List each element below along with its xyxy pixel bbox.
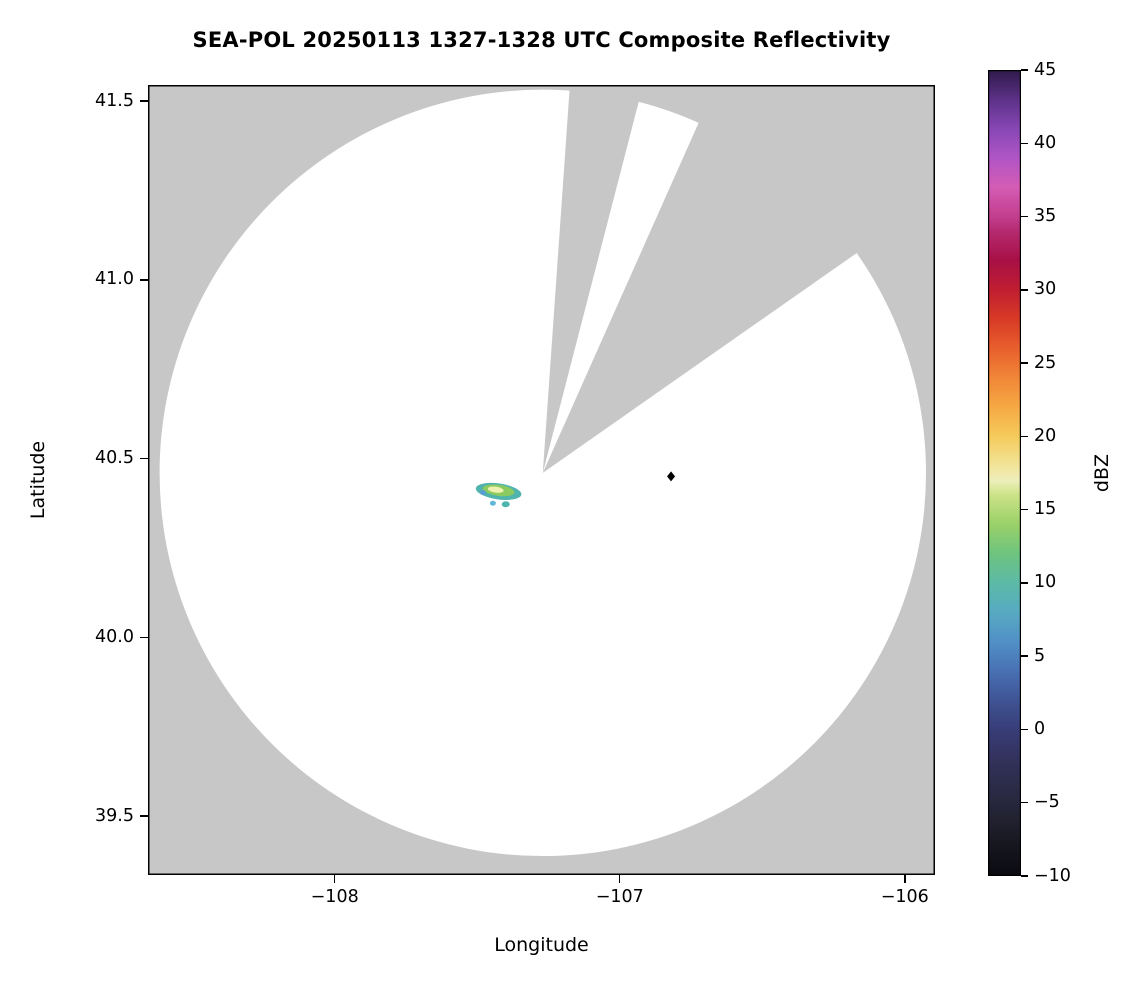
reflectivity-echo bbox=[479, 490, 486, 496]
x-tick-mark bbox=[618, 875, 621, 883]
y-tick-label: 40.0 bbox=[95, 626, 134, 647]
colorbar-tick-mark bbox=[1021, 289, 1028, 291]
colorbar-tick-mark bbox=[1021, 728, 1028, 731]
colorbar-tick-label: −10 bbox=[1034, 865, 1071, 886]
x-tick-label: −108 bbox=[310, 887, 359, 907]
colorbar-tick-label: 0 bbox=[1034, 718, 1046, 739]
colorbar-frame bbox=[988, 70, 1021, 876]
y-tick-mark bbox=[140, 636, 148, 639]
colorbar-tick-label: 25 bbox=[1034, 352, 1057, 373]
colorbar-tick-label: 30 bbox=[1034, 279, 1057, 300]
colorbar-tick-label: 15 bbox=[1034, 499, 1057, 520]
site-marker bbox=[667, 471, 676, 482]
x-tick-mark bbox=[333, 875, 336, 883]
y-tick-mark bbox=[140, 457, 148, 460]
y-tick-mark bbox=[140, 100, 148, 102]
x-tick-label: −106 bbox=[880, 887, 929, 907]
x-tick-label: −107 bbox=[595, 887, 644, 907]
colorbar-tick-label: 20 bbox=[1034, 425, 1057, 446]
x-axis-label: Longitude bbox=[494, 934, 589, 956]
y-tick-label: 41.0 bbox=[95, 269, 134, 290]
y-tick-label: 41.5 bbox=[95, 90, 134, 111]
blocked-sector bbox=[542, 85, 644, 473]
colorbar-tick-label: 10 bbox=[1034, 572, 1057, 593]
y-tick-label: 39.5 bbox=[95, 805, 134, 826]
colorbar-tick-mark bbox=[1021, 435, 1028, 438]
colorbar-tick-label: 40 bbox=[1034, 132, 1057, 153]
colorbar-label: dBZ bbox=[1091, 453, 1113, 493]
colorbar-tick-mark bbox=[1021, 142, 1028, 145]
colorbar-tick-label: 35 bbox=[1034, 206, 1057, 227]
colorbar-gradient bbox=[988, 70, 1021, 876]
colorbar-tick-mark bbox=[1021, 215, 1028, 218]
y-tick-label: 40.5 bbox=[95, 448, 134, 469]
colorbar-tick-mark bbox=[1021, 508, 1028, 511]
y-tick-mark bbox=[140, 279, 148, 281]
blocked-sector bbox=[542, 85, 935, 473]
colorbar-tick-mark bbox=[1021, 655, 1028, 657]
colorbar-tick-mark bbox=[1021, 875, 1028, 877]
reflectivity-echo bbox=[516, 492, 522, 497]
colorbar-tick-label: 5 bbox=[1034, 645, 1046, 666]
colorbar-tick-mark bbox=[1021, 801, 1028, 804]
chart-title: SEA-POL 20250113 1327-1328 UTC Composite… bbox=[192, 28, 891, 52]
y-axis-label: Latitude bbox=[27, 440, 49, 520]
reflectivity-echo bbox=[489, 500, 496, 506]
colorbar-tick-mark bbox=[1021, 69, 1028, 71]
colorbar-tick-mark bbox=[1021, 362, 1028, 364]
reflectivity-echo bbox=[501, 501, 510, 508]
colorbar-tick-mark bbox=[1021, 582, 1028, 584]
radar-ppi-plot bbox=[148, 85, 935, 875]
colorbar bbox=[988, 70, 1021, 876]
colorbar-tick-label: −5 bbox=[1034, 792, 1060, 813]
colorbar-tick-label: 45 bbox=[1034, 59, 1057, 80]
reflectivity-echo bbox=[487, 486, 504, 493]
plot-frame bbox=[148, 85, 935, 875]
y-tick-mark bbox=[140, 815, 148, 817]
x-tick-mark bbox=[904, 875, 906, 883]
